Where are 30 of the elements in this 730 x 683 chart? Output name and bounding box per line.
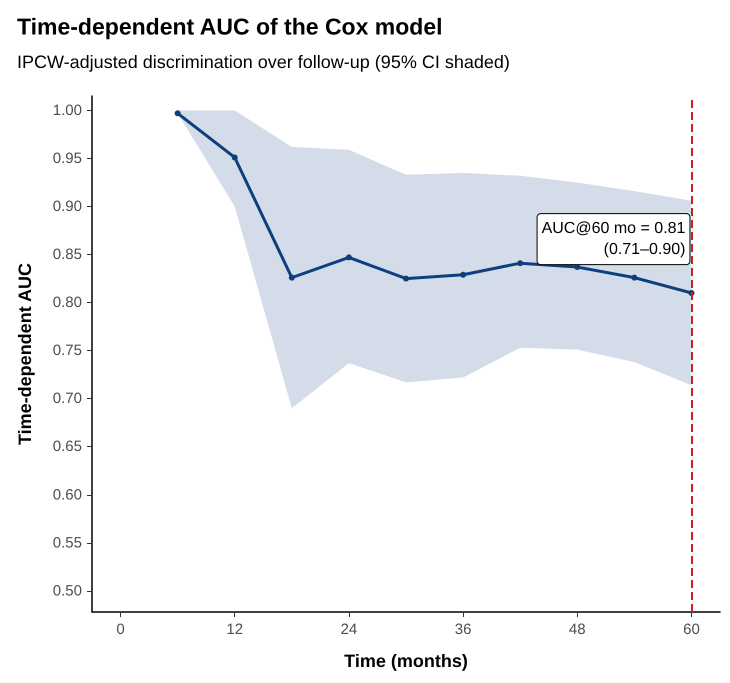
x-tick-label: 0: [116, 621, 125, 638]
point: [288, 274, 295, 281]
y-tick-label: 0.65: [52, 438, 82, 456]
x-tick-label: 36: [454, 621, 472, 638]
point: [174, 110, 181, 116]
annotation: AUC@60 mo = 0.81 (0.71–0.90): [542, 220, 686, 258]
y-tick-label: 0.75: [52, 342, 82, 360]
y-tick-label: 0.50: [52, 582, 82, 600]
x-axis-title: Time (months): [344, 651, 468, 671]
chart-subtitle: IPCW-adjusted discrimination over follow-up (95% CI shaded): [17, 52, 510, 72]
y-tick-label: 0.70: [52, 390, 82, 408]
x-tick-label: 24: [340, 621, 358, 638]
x-tick-label: 48: [568, 621, 586, 638]
y-tick-label: 1.00: [52, 102, 82, 119]
y-tick-label: 0.55: [52, 534, 82, 552]
point: [232, 154, 238, 160]
y-tick-label: 0.90: [52, 198, 82, 216]
x-tick-label: 12: [226, 621, 244, 638]
x-tick-label: 60: [683, 621, 700, 638]
y-tick-label: 0.60: [52, 486, 82, 504]
y-axis-title: Time-dependent AUC: [15, 262, 35, 446]
point: [460, 272, 466, 278]
point: [403, 276, 409, 282]
chart-title: Time-dependent AUC of the Cox model: [17, 14, 443, 40]
y-tick-label: 0.80: [52, 294, 82, 312]
y-tick-label: 0.85: [52, 246, 82, 264]
point: [346, 254, 352, 260]
point: [517, 260, 524, 266]
point: [631, 274, 638, 281]
y-tick-label: 0.95: [52, 150, 82, 167]
